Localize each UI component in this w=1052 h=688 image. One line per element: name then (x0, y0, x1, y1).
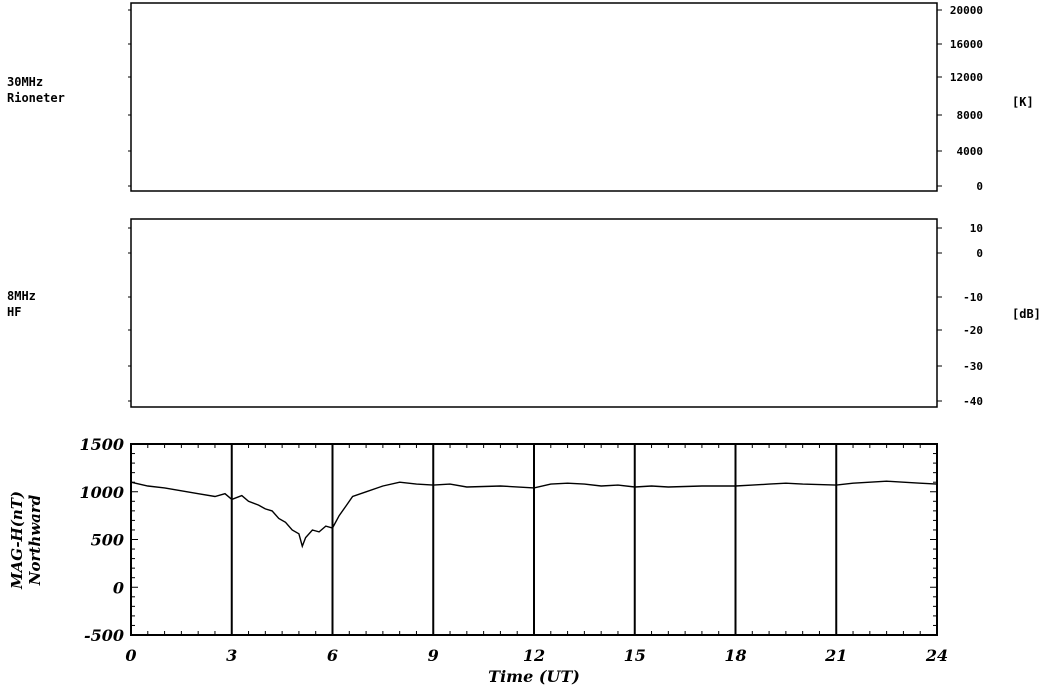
mag-vertical-grid (230, 444, 838, 635)
mag-minor-ticks (130, 443, 938, 636)
x-tick-label: 24 (925, 646, 948, 665)
x-tick-label: 0 (125, 646, 136, 665)
x-tick-label: 9 (428, 646, 439, 665)
mag-y-ticks: 1500 1000 500 0 -500 (79, 435, 124, 645)
hf-label-line-2: HF (7, 305, 21, 319)
y-tick-label: -10 (963, 291, 983, 304)
x-tick-label: 18 (724, 646, 746, 665)
y-tick-label: 8000 (957, 109, 984, 122)
x-tick-label: 21 (824, 646, 847, 665)
y-tick-label: -20 (963, 324, 983, 337)
y-tick-label: -30 (963, 360, 983, 373)
hf-unit-label: [dB] (1012, 307, 1041, 321)
riometer-label-line-1: 30MHz (7, 75, 43, 89)
y-tick-label: -500 (84, 626, 124, 645)
hf-plot-frame (130, 218, 938, 408)
y-tick-label: 12000 (950, 71, 983, 84)
riometer-unit-label: [K] (1012, 95, 1034, 109)
y-tick-label: 16000 (950, 38, 983, 51)
hf-label-line-1: 8MHz (7, 289, 36, 303)
riometer-plot-frame (130, 2, 938, 192)
y-tick-label: 0 (976, 180, 983, 193)
y-tick-label: 500 (91, 531, 124, 550)
hf-panel: 8MHz HF [dB] 10 0 -10 -20 -30 -40 (7, 218, 1041, 408)
x-tick-label: 3 (226, 646, 237, 665)
x-tick-label: 6 (327, 646, 338, 665)
y-tick-label: 1500 (79, 435, 124, 454)
y-tick-label: 0 (976, 247, 983, 260)
riometer-panel: 30MHz Rioneter [K] 20000 16000 12000 8000 40… (7, 2, 1034, 193)
hf-y-ticks: 10 0 -10 -20 -30 -40 (128, 222, 983, 408)
x-tick-label: 12 (523, 646, 545, 665)
mag-ylabel-line-1: MAG-H(nT) (8, 491, 26, 590)
y-tick-label: 20000 (950, 4, 983, 17)
riometer-y-ticks: 20000 16000 12000 8000 4000 0 (128, 4, 983, 193)
y-tick-label: -40 (963, 395, 983, 408)
mag-series-line (130, 480, 938, 549)
mag-ylabel-line-2: Northward (26, 494, 44, 586)
y-tick-label: 0 (113, 578, 124, 597)
mag-x-ticks: 0 3 6 9 12 15 18 21 24 (125, 646, 948, 665)
riometer-label-line-2: Rioneter (7, 91, 65, 105)
y-tick-label: 10 (970, 222, 983, 235)
x-tick-label: 15 (624, 646, 646, 665)
y-tick-label: 1000 (79, 483, 124, 502)
y-tick-label: 4000 (957, 145, 984, 158)
mag-xlabel: Time (UT) (488, 667, 580, 686)
